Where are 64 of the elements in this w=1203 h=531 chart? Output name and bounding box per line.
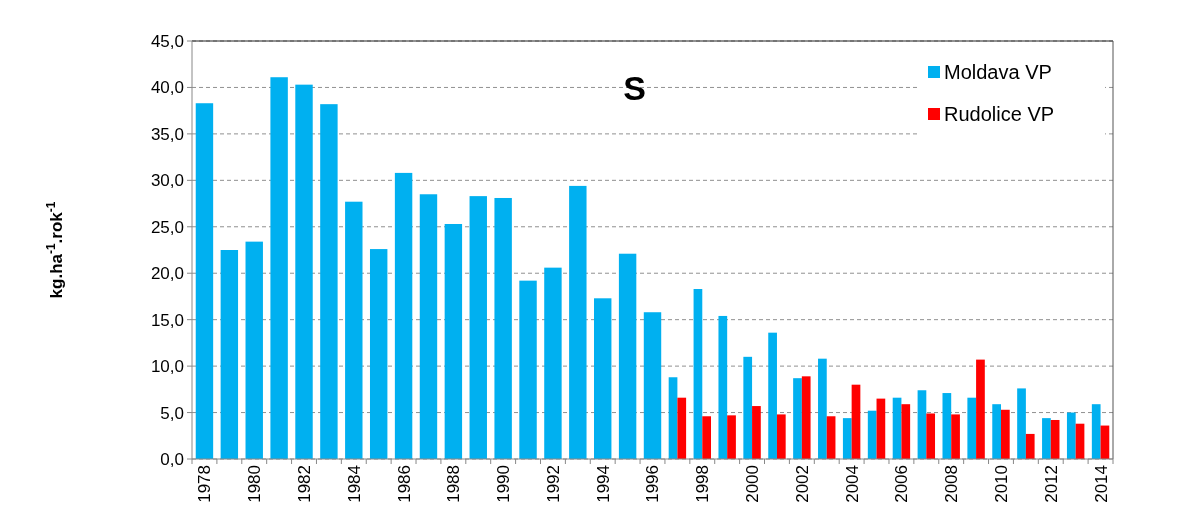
bar <box>369 249 388 459</box>
bar <box>876 398 886 459</box>
bar <box>976 359 985 459</box>
x-tick-label: 2002 <box>792 465 812 503</box>
bar <box>270 77 288 459</box>
bar <box>469 196 487 459</box>
legend-label: Moldava VP <box>944 61 1052 83</box>
bar <box>394 172 413 459</box>
y-tick-label: 35,0 <box>150 124 184 144</box>
x-tick-label: 1996 <box>643 465 663 503</box>
bar <box>569 185 587 459</box>
x-tick-label: 1994 <box>593 465 613 503</box>
y-tick-label: 0,0 <box>160 449 184 469</box>
x-tick-label: 2004 <box>842 465 862 503</box>
x-tick-label: 1982 <box>294 465 314 503</box>
bar <box>345 201 363 459</box>
x-tick-label: 2006 <box>892 465 912 503</box>
x-tick-label: 2012 <box>1041 465 1061 503</box>
bar <box>419 194 438 459</box>
bar <box>901 404 911 459</box>
y-tick-label: 5,0 <box>160 403 184 423</box>
x-tick-label: 1992 <box>543 465 563 503</box>
bar <box>702 416 711 459</box>
bar <box>801 376 811 459</box>
y-tick-label: 40,0 <box>150 78 184 98</box>
bar <box>951 414 960 459</box>
bar <box>1000 409 1010 459</box>
bar <box>926 413 936 459</box>
text: S <box>623 69 646 107</box>
bar <box>1025 433 1035 459</box>
bar <box>752 406 761 459</box>
bar <box>851 384 861 459</box>
bar <box>220 250 239 459</box>
bar <box>195 103 214 459</box>
y-tick-label: 10,0 <box>150 357 184 377</box>
x-tick-label: 1978 <box>195 465 215 503</box>
bar <box>677 397 687 459</box>
x-tick-label: 1980 <box>245 465 265 503</box>
y-tick-label: 30,0 <box>150 171 184 191</box>
bar <box>776 414 786 459</box>
x-tick-label: 1984 <box>344 465 364 503</box>
y-tick-label: 20,0 <box>150 264 184 284</box>
bar <box>727 415 736 459</box>
x-tick-label: 1988 <box>444 465 464 503</box>
bar <box>826 416 836 459</box>
x-tick-label: 1990 <box>494 465 514 503</box>
bar <box>444 223 463 459</box>
bar <box>245 241 263 459</box>
x-tick-label: 2008 <box>942 465 962 503</box>
x-tick-label: 1986 <box>394 465 414 503</box>
y-tick-label: 25,0 <box>150 217 184 237</box>
y-tick-label: 45,0 <box>150 31 184 51</box>
x-tick-label: 1998 <box>693 465 713 503</box>
y-tick-label: 15,0 <box>150 310 184 330</box>
x-tick-label: 2010 <box>991 465 1011 503</box>
bar <box>544 267 562 459</box>
x-tick-label: 2000 <box>743 465 763 503</box>
bar <box>295 84 313 459</box>
bar <box>320 104 338 459</box>
bar <box>618 253 637 459</box>
bar <box>494 197 512 459</box>
bar <box>519 280 537 459</box>
legend-label: Rudolice VP <box>944 103 1055 125</box>
x-tick-label: 2014 <box>1091 465 1111 503</box>
